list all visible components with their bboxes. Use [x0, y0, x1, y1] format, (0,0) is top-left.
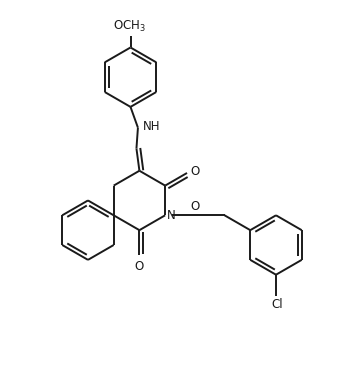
Text: Cl: Cl [272, 298, 283, 312]
Text: O: O [190, 165, 200, 178]
Text: N: N [167, 209, 175, 222]
Text: O: O [135, 260, 144, 273]
Text: O: O [190, 200, 199, 213]
Text: OCH$_3$: OCH$_3$ [113, 19, 146, 34]
Text: NH: NH [142, 120, 160, 133]
